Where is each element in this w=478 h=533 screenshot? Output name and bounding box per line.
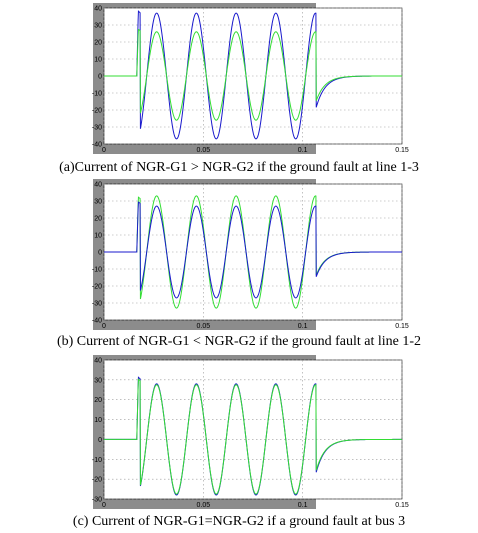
series-line — [104, 201, 402, 299]
y-tick-label: 20 — [94, 40, 102, 47]
y-tick-label: 10 — [94, 57, 102, 64]
y-tick-label: 30 — [94, 23, 102, 30]
x-tick-label: 0.05 — [197, 147, 211, 154]
x-tick-label: 0.1 — [298, 147, 308, 154]
y-tick-label: 20 — [94, 216, 102, 223]
caption-c: (c) Current of NGR-G1=NGR-G2 if a ground… — [72, 514, 406, 529]
caption-b: (b) Current of NGR-G1 < NGR-G2 if the gr… — [56, 334, 422, 349]
caption-a: (a)Current of NGR-G1 > NGR-G2 if the gro… — [59, 160, 419, 175]
y-tick-label: 30 — [94, 377, 102, 384]
y-tick-label: -10 — [92, 457, 102, 464]
x-tick-label: 0 — [102, 147, 106, 154]
figure-a: 40 30 20 10 0 -10 -20 -30 -40 0 0.05 0.1 0.15 (a)Cur… — [0, 0, 478, 176]
x-tick-label: 0.1 — [298, 323, 308, 330]
y-tick-label: -20 — [92, 284, 102, 291]
x-tick-label: 0.15 — [395, 323, 409, 330]
y-tick-label: 20 — [94, 397, 102, 404]
y-tick-label: -30 — [92, 125, 102, 132]
y-tick-label: -30 — [92, 497, 102, 504]
y-tick-label: 40 — [94, 6, 102, 13]
y-tick-label: 0 — [98, 250, 102, 257]
figure-b: 40 30 20 10 0 -10 -20 -30 -40 0 0.05 0.1 0.15 (b) Cu… — [0, 176, 478, 352]
y-tick-label: 30 — [94, 199, 102, 206]
series-line — [104, 378, 402, 495]
y-tick-label: -20 — [92, 477, 102, 484]
plot-area — [103, 359, 403, 500]
figure-c: 40 30 20 10 0 -10 -20 -30 0 0.05 0.1 0.15 (c) Curre… — [0, 352, 478, 533]
x-tick-label: 0.05 — [197, 323, 211, 330]
y-tick-label: -10 — [92, 267, 102, 274]
x-tick-label: 0.05 — [197, 502, 211, 509]
y-tick-label: 10 — [94, 417, 102, 424]
x-tick-label: 0.1 — [298, 502, 308, 509]
y-tick-label: -40 — [92, 142, 102, 149]
y-tick-label: -40 — [92, 318, 102, 325]
y-tick-label: -30 — [92, 301, 102, 308]
x-tick-label: 0 — [102, 323, 106, 330]
y-tick-label: -20 — [92, 108, 102, 115]
y-tick-label: 40 — [94, 182, 102, 189]
y-tick-label: -10 — [92, 91, 102, 98]
x-tick-label: 0 — [102, 502, 106, 509]
y-tick-label: 40 — [94, 358, 102, 365]
series-line — [104, 28, 402, 121]
y-tick-label: 0 — [98, 437, 102, 444]
y-tick-label: 0 — [98, 74, 102, 81]
x-tick-label: 0.15 — [395, 147, 409, 154]
x-tick-label: 0.15 — [395, 502, 409, 509]
y-tick-label: 10 — [94, 233, 102, 240]
